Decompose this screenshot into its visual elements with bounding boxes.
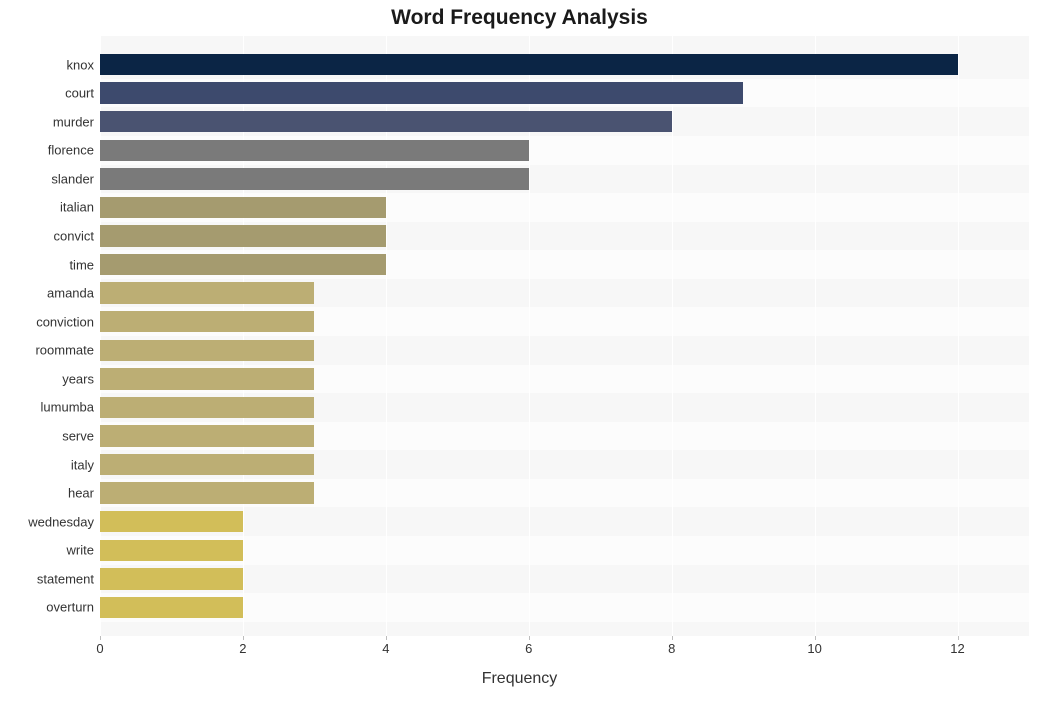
- y-tick-label: time: [69, 257, 94, 272]
- gridline: [815, 36, 816, 636]
- bar-row: [100, 340, 314, 361]
- bar: [100, 540, 243, 561]
- bar-row: [100, 425, 314, 446]
- x-tick-mark: [672, 636, 673, 640]
- y-tick-label: court: [65, 86, 94, 101]
- y-tick-label: hear: [68, 486, 94, 501]
- y-tick-label: write: [67, 543, 94, 558]
- bar-row: [100, 597, 243, 618]
- bar: [100, 111, 672, 132]
- bar-row: [100, 568, 243, 589]
- x-tick-label: 2: [239, 641, 246, 656]
- x-tick-label: 4: [382, 641, 389, 656]
- bar: [100, 482, 314, 503]
- x-tick-label: 12: [950, 641, 964, 656]
- bar-row: [100, 540, 243, 561]
- bar-row: [100, 168, 529, 189]
- bar: [100, 225, 386, 246]
- bar: [100, 168, 529, 189]
- y-tick-label: knox: [67, 57, 94, 72]
- bar-row: [100, 140, 529, 161]
- bar: [100, 597, 243, 618]
- bar: [100, 140, 529, 161]
- bar-row: [100, 282, 314, 303]
- x-tick-mark: [815, 636, 816, 640]
- bar-row: [100, 54, 958, 75]
- bar-row: [100, 482, 314, 503]
- gridline: [672, 36, 673, 636]
- bar-row: [100, 454, 314, 475]
- bar-row: [100, 111, 672, 132]
- bar: [100, 397, 314, 418]
- gridline: [958, 36, 959, 636]
- bar-row: [100, 225, 386, 246]
- bar: [100, 425, 314, 446]
- plot-area: [100, 36, 1029, 636]
- bar-row: [100, 397, 314, 418]
- y-tick-label: convict: [54, 229, 94, 244]
- y-tick-label: wednesday: [28, 514, 94, 529]
- chart-title: Word Frequency Analysis: [0, 6, 1039, 30]
- bar: [100, 54, 958, 75]
- bar: [100, 282, 314, 303]
- y-tick-label: murder: [53, 114, 94, 129]
- y-tick-label: lumumba: [41, 400, 94, 415]
- bar: [100, 568, 243, 589]
- x-tick-label: 8: [668, 641, 675, 656]
- x-tick-label: 10: [807, 641, 821, 656]
- x-tick-label: 6: [525, 641, 532, 656]
- word-frequency-chart: Word Frequency Analysis Frequency knox co…: [0, 0, 1039, 701]
- bar: [100, 454, 314, 475]
- bar-row: [100, 197, 386, 218]
- y-tick-label: roommate: [35, 343, 94, 358]
- x-tick-mark: [529, 636, 530, 640]
- bar-row: [100, 254, 386, 275]
- bar-row: [100, 311, 314, 332]
- x-tick-mark: [386, 636, 387, 640]
- y-tick-label: amanda: [47, 286, 94, 301]
- bar: [100, 511, 243, 532]
- y-tick-label: florence: [48, 143, 94, 158]
- y-tick-label: italy: [71, 457, 94, 472]
- y-tick-label: years: [62, 371, 94, 386]
- y-tick-label: conviction: [36, 314, 94, 329]
- bar-row: [100, 368, 314, 389]
- x-axis-title: Frequency: [0, 670, 1039, 688]
- x-tick-label: 0: [96, 641, 103, 656]
- bar: [100, 82, 743, 103]
- bar-row: [100, 511, 243, 532]
- y-tick-label: overturn: [46, 600, 94, 615]
- bar: [100, 311, 314, 332]
- bar: [100, 254, 386, 275]
- x-tick-mark: [958, 636, 959, 640]
- y-tick-label: statement: [37, 571, 94, 586]
- x-tick-mark: [100, 636, 101, 640]
- bar: [100, 368, 314, 389]
- y-tick-label: italian: [60, 200, 94, 215]
- y-tick-label: slander: [51, 171, 94, 186]
- x-tick-mark: [243, 636, 244, 640]
- bar: [100, 340, 314, 361]
- bar: [100, 197, 386, 218]
- y-tick-label: serve: [62, 429, 94, 444]
- bar-row: [100, 82, 743, 103]
